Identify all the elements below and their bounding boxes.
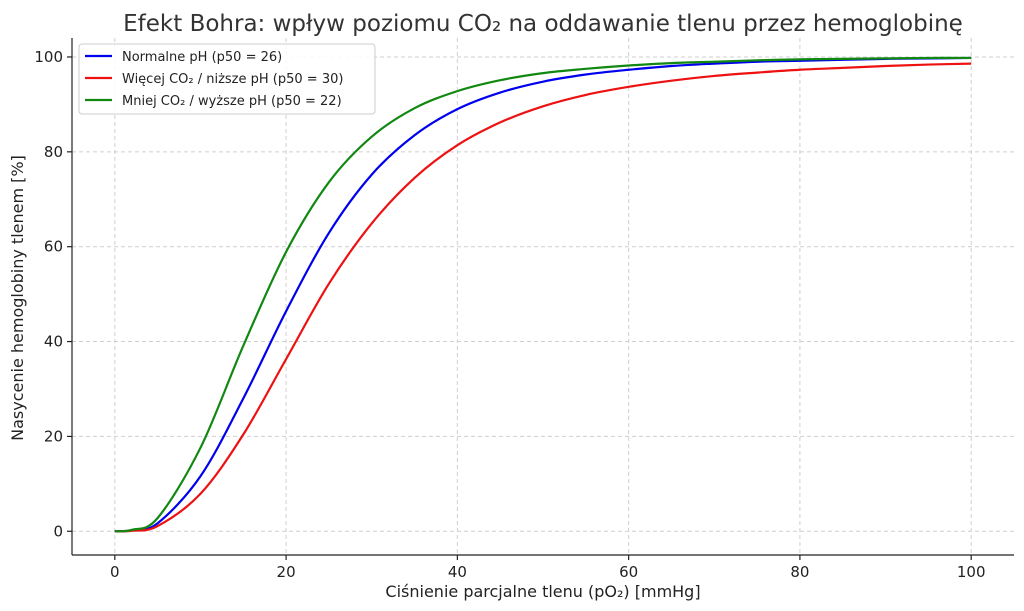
- legend-box: [78, 43, 376, 115]
- x-tick-label: 60: [619, 563, 638, 581]
- series-line-2: [114, 56, 972, 533]
- legend: Normalne pH (p50 = 26) Więcej CO₂ / niższ…: [78, 43, 376, 115]
- legend-label-2: Mniej CO₂ / wyższe pH (p50 = 22): [122, 94, 342, 109]
- x-tick-label: 80: [790, 563, 809, 581]
- y-tick-label: 60: [44, 238, 63, 256]
- grid: [72, 38, 1014, 555]
- y-tick-label: 20: [44, 427, 63, 445]
- series-line-0: [114, 56, 972, 533]
- x-tick-label: 0: [110, 563, 120, 581]
- tick-labels: 0 20 40 60 80 100 0 20 40 60 80 100: [34, 48, 985, 581]
- series-lines: [114, 56, 972, 533]
- legend-label-0: Normalne pH (p50 = 26): [122, 50, 282, 65]
- y-tick-label: 40: [44, 333, 63, 351]
- axes: [67, 38, 1014, 560]
- x-axis-label: Ciśnienie parcjalne tlenu (pO₂) [mmHg]: [385, 582, 700, 601]
- x-tick-label: 20: [277, 563, 296, 581]
- x-tick-label: 40: [448, 563, 467, 581]
- legend-label-1: Więcej CO₂ / niższe pH (p50 = 30): [122, 72, 343, 87]
- y-tick-label: 100: [34, 48, 63, 66]
- x-tick-label: 100: [957, 563, 986, 581]
- y-tick-label: 80: [44, 143, 63, 161]
- y-tick-label: 0: [53, 522, 63, 540]
- series-line-1: [114, 62, 972, 533]
- chart-title: Efekt Bohra: wpływ poziomu CO₂ na oddawa…: [123, 11, 963, 37]
- y-axis-label: Nasycenie hemoglobiny tlenem [%]: [8, 155, 27, 441]
